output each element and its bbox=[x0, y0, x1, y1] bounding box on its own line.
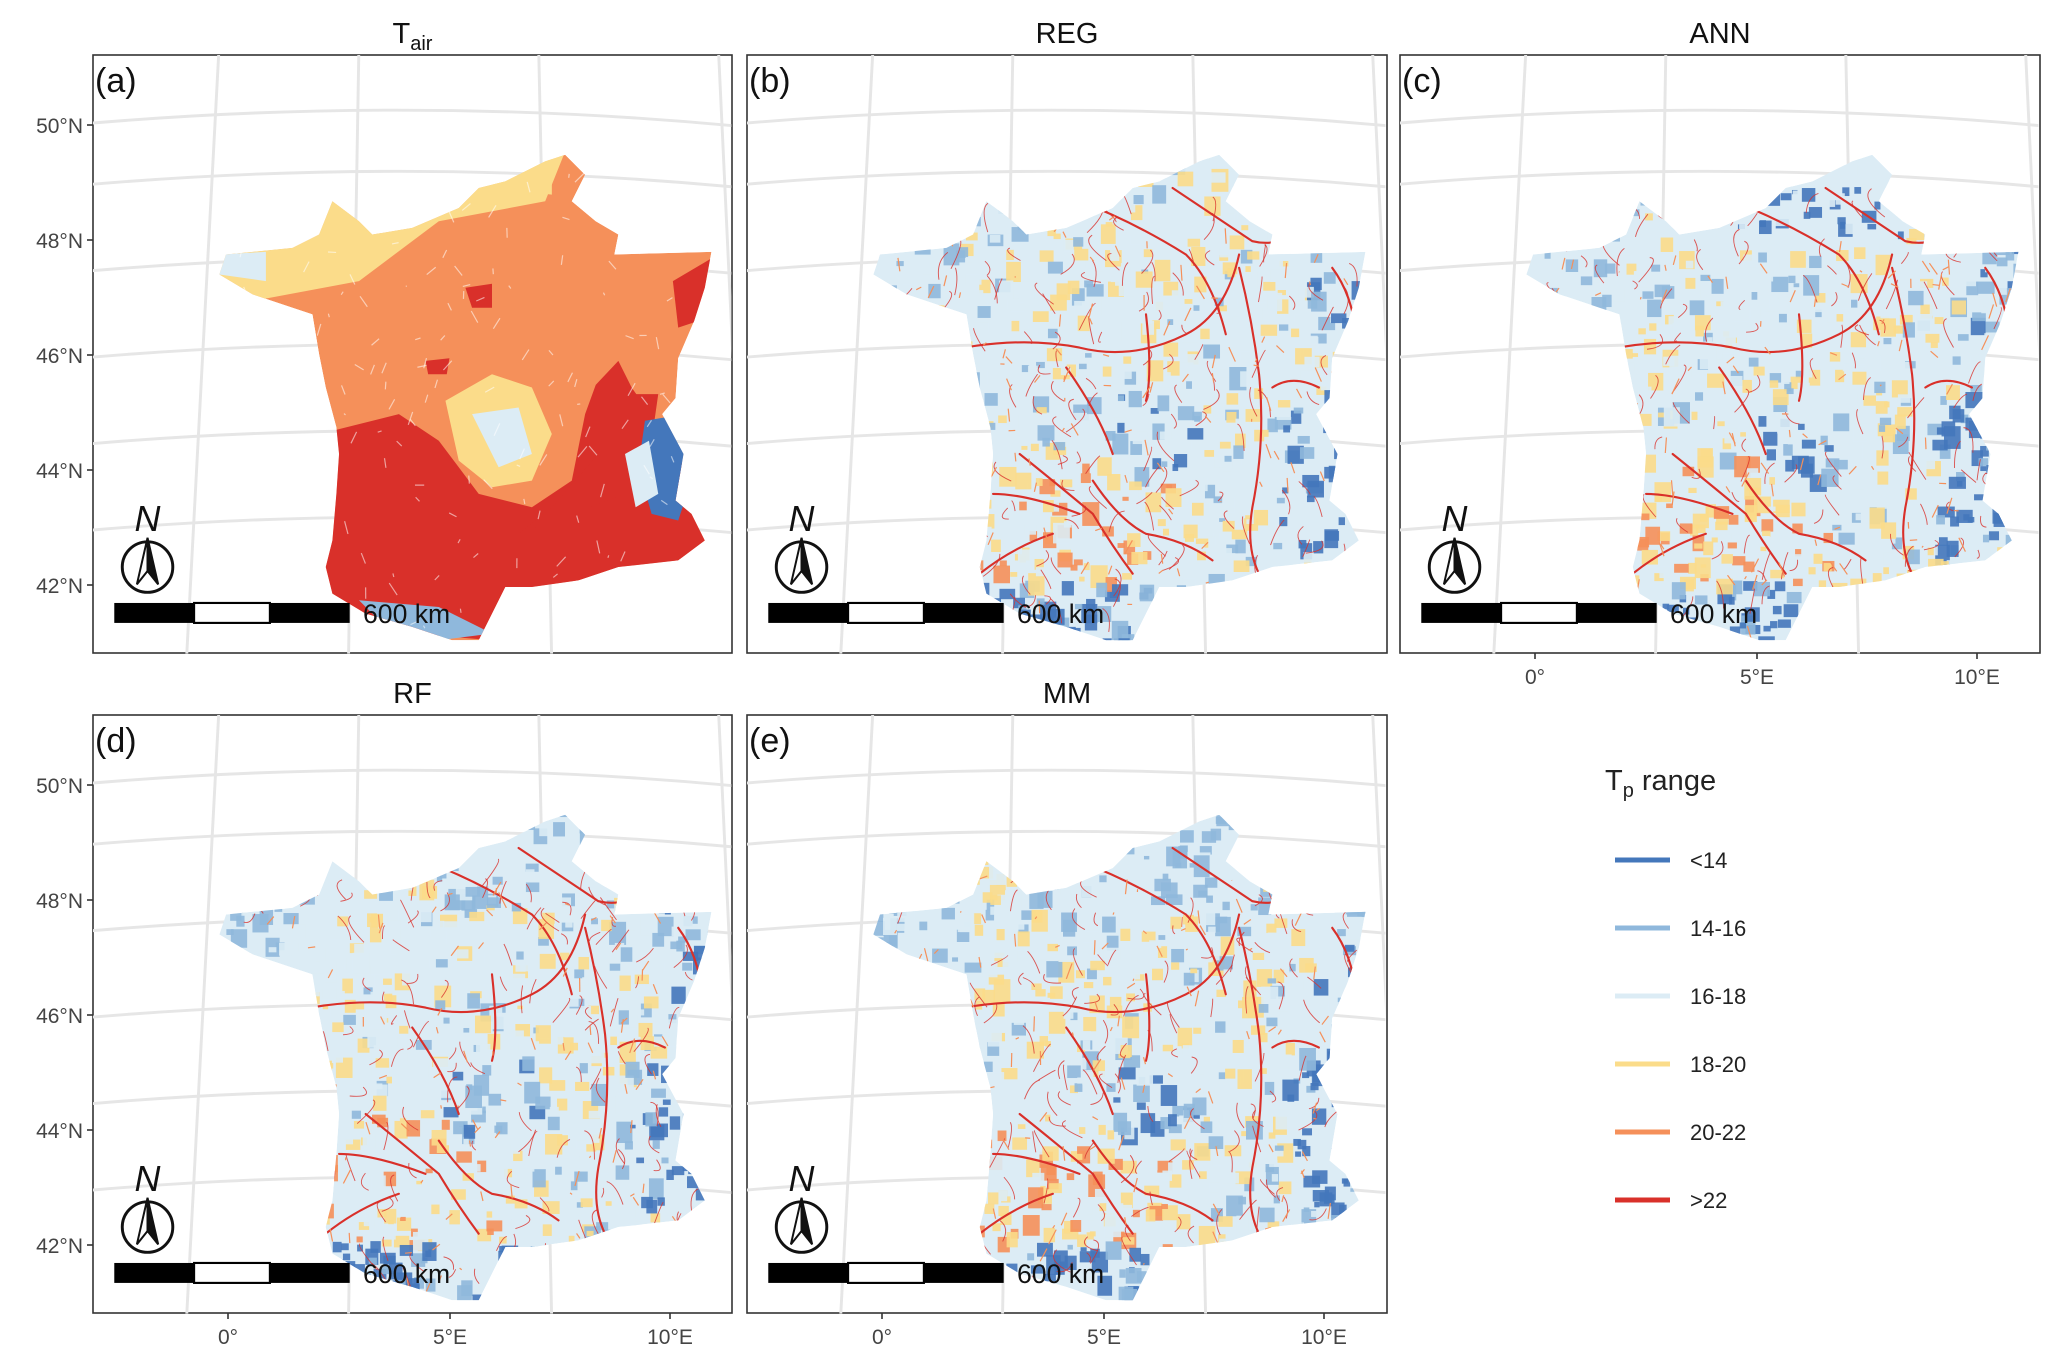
scale-bar-label: 600 km bbox=[1017, 1259, 1104, 1289]
latitude-label: 46°N bbox=[36, 345, 83, 368]
latitude-label: 44°N bbox=[36, 1120, 83, 1143]
latitude-label: 50°N bbox=[36, 115, 83, 138]
latitude-label: 48°N bbox=[36, 230, 83, 253]
panel-tag: (d) bbox=[95, 722, 137, 760]
north-label: N bbox=[789, 1158, 815, 1199]
north-label: N bbox=[789, 498, 815, 539]
latitude-label: 48°N bbox=[36, 890, 83, 913]
legend-label: 14-16 bbox=[1690, 916, 1746, 941]
panel-d: RF N 600 km (d) bbox=[92, 678, 733, 1314]
scale-bar-label: 600 km bbox=[1670, 599, 1757, 629]
longitude-label: 0° bbox=[1525, 666, 1545, 689]
north-label: N bbox=[135, 498, 161, 539]
legend: Tp range <14 14-16 16-18 18-20 20-22 >22 bbox=[1605, 765, 1746, 1213]
legend-label: 16-18 bbox=[1690, 984, 1746, 1009]
legend-title: Tp range bbox=[1605, 765, 1716, 802]
scale-bar-label: 600 km bbox=[363, 1259, 450, 1289]
legend-label: 18-20 bbox=[1690, 1052, 1746, 1077]
legend-item: <14 bbox=[1615, 848, 1727, 873]
scale-bar-label: 600 km bbox=[363, 599, 450, 629]
scale-bar: 600 km bbox=[768, 1259, 1104, 1289]
north-label: N bbox=[1442, 498, 1468, 539]
legend-label: >22 bbox=[1690, 1188, 1727, 1213]
latitude-label: 44°N bbox=[36, 460, 83, 483]
legend-item: 14-16 bbox=[1615, 916, 1746, 941]
panel-title: Tair bbox=[393, 18, 433, 55]
longitude-label: 10°E bbox=[1301, 1326, 1347, 1349]
latitude-label: 42°N bbox=[36, 575, 83, 598]
legend-item: 20-22 bbox=[1615, 1120, 1746, 1145]
scale-bar: 600 km bbox=[114, 1259, 450, 1289]
legend-title-main: T bbox=[1605, 765, 1623, 797]
panel-e: MM N 600 km (e) bbox=[746, 678, 1388, 1314]
legend-title-sub: p bbox=[1623, 780, 1634, 802]
panel-title: ANN bbox=[1689, 18, 1750, 50]
panel-title: RF bbox=[393, 678, 432, 710]
panel-c: ANN N 600 km (c) bbox=[1399, 18, 2041, 654]
legend-items: <14 14-16 16-18 18-20 20-22 >22 bbox=[1615, 848, 1746, 1213]
longitude-label: 5°E bbox=[1740, 666, 1774, 689]
longitude-label: 5°E bbox=[433, 1326, 467, 1349]
panel-b: REG N 600 km (b) bbox=[746, 18, 1388, 654]
panel-title: REG bbox=[1036, 18, 1099, 50]
longitude-label: 0° bbox=[218, 1326, 238, 1349]
longitude-axis-panel-c: 0° 5°E 10°E bbox=[1525, 653, 2000, 689]
legend-item: 16-18 bbox=[1615, 984, 1746, 1009]
panel-title: MM bbox=[1043, 678, 1091, 710]
legend-title-rest: range bbox=[1634, 765, 1716, 797]
scale-bar: 600 km bbox=[114, 599, 450, 629]
north-arrow-icon: N bbox=[120, 498, 175, 594]
longitude-label: 0° bbox=[872, 1326, 892, 1349]
latitude-axis-bottom: 50°N 48°N 46°N 44°N 42°N bbox=[36, 775, 93, 1258]
latitude-label: 46°N bbox=[36, 1005, 83, 1028]
latitude-label: 50°N bbox=[36, 775, 83, 798]
latitude-label: 42°N bbox=[36, 1235, 83, 1258]
panel-a: Tair N 600 km (a) bbox=[92, 18, 733, 654]
north-arrow-icon: N bbox=[774, 1158, 829, 1254]
longitude-axis-panel-e: 0° 5°E 10°E bbox=[872, 1313, 1347, 1349]
panel-tag: (c) bbox=[1402, 62, 1442, 100]
longitude-label: 10°E bbox=[647, 1326, 693, 1349]
longitude-axis-panel-d: 0° 5°E 10°E bbox=[218, 1313, 693, 1349]
north-arrow-icon: N bbox=[1427, 498, 1482, 594]
scale-bar: 600 km bbox=[1421, 599, 1757, 629]
legend-item: >22 bbox=[1615, 1188, 1727, 1213]
legend-label: <14 bbox=[1690, 848, 1727, 873]
scale-bar-label: 600 km bbox=[1017, 599, 1104, 629]
panel-tag: (a) bbox=[95, 62, 137, 100]
north-label: N bbox=[135, 1158, 161, 1199]
panel-tag: (e) bbox=[749, 722, 791, 760]
panel-tag: (b) bbox=[749, 62, 791, 100]
scale-bar: 600 km bbox=[768, 599, 1104, 629]
north-arrow-icon: N bbox=[774, 498, 829, 594]
legend-label: 20-22 bbox=[1690, 1120, 1746, 1145]
legend-item: 18-20 bbox=[1615, 1052, 1746, 1077]
longitude-label: 5°E bbox=[1087, 1326, 1121, 1349]
longitude-label: 10°E bbox=[1954, 666, 2000, 689]
latitude-axis-top: 50°N 48°N 46°N 44°N 42°N bbox=[36, 115, 93, 598]
north-arrow-icon: N bbox=[120, 1158, 175, 1254]
